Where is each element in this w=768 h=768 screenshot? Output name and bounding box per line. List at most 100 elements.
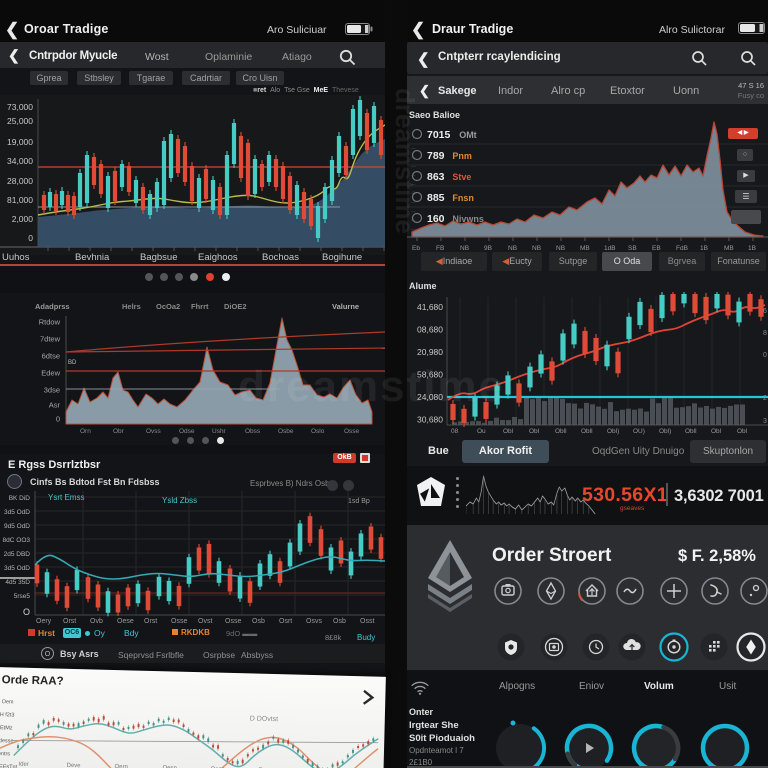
svg-text:Obll: Obll xyxy=(555,428,567,435)
svg-text:Nivwns: Nivwns xyxy=(452,214,484,224)
svg-text:58,680: 58,680 xyxy=(417,370,443,380)
svg-text:—: — xyxy=(411,173,416,178)
svg-text:41,680: 41,680 xyxy=(417,302,443,312)
svg-text:08: 08 xyxy=(451,428,459,435)
svg-text:Ushr: Ushr xyxy=(212,428,227,435)
svg-text:Obr: Obr xyxy=(113,428,125,435)
svg-text:MB: MB xyxy=(580,245,590,252)
svg-text:—: — xyxy=(411,182,416,187)
svg-text:FB: FB xyxy=(436,245,444,252)
svg-text:Orn: Orn xyxy=(80,428,91,435)
svg-text:2: 2 xyxy=(763,395,767,402)
svg-text:—: — xyxy=(411,146,416,151)
svg-text:34,000: 34,000 xyxy=(7,156,33,166)
svg-text:5rse5: 5rse5 xyxy=(14,593,31,600)
svg-text:—: — xyxy=(411,227,416,232)
svg-text:—: — xyxy=(411,209,416,214)
svg-text:—: — xyxy=(411,218,416,223)
svg-text:Ou: Ou xyxy=(477,428,486,435)
svg-text:Adadprss: Adadprss xyxy=(35,302,70,311)
svg-text:885: 885 xyxy=(427,192,445,204)
svg-text:—: — xyxy=(411,191,416,196)
svg-text:O: O xyxy=(23,607,30,617)
svg-text:NB: NB xyxy=(508,245,517,252)
svg-text:9d5 OdD: 9d5 OdD xyxy=(4,523,30,530)
svg-text:Helrs: Helrs xyxy=(122,302,141,311)
svg-text:2d5 DBD: 2d5 DBD xyxy=(4,551,31,558)
svg-text:Obl): Obl) xyxy=(659,428,671,435)
svg-text:20,980: 20,980 xyxy=(417,347,443,357)
svg-text:SB: SB xyxy=(628,245,637,252)
svg-text:EB: EB xyxy=(652,245,661,252)
svg-text:8dC OO3: 8dC OO3 xyxy=(3,537,31,544)
svg-text:Obll: Obll xyxy=(685,428,697,435)
svg-text:3d5 OdD: 3d5 OdD xyxy=(4,565,30,572)
svg-text:—: — xyxy=(411,200,416,205)
svg-text:2,000: 2,000 xyxy=(12,214,34,224)
svg-text:0: 0 xyxy=(763,352,767,359)
svg-text:Obl: Obl xyxy=(529,428,540,435)
svg-text:Eb: Eb xyxy=(412,245,420,252)
svg-text:9B: 9B xyxy=(484,245,492,252)
svg-text:30,680: 30,680 xyxy=(417,415,443,425)
svg-text:Ovss: Ovss xyxy=(146,428,162,435)
svg-text:Osse: Osse xyxy=(344,428,360,435)
svg-text:NB: NB xyxy=(460,245,469,252)
svg-text:FdB: FdB xyxy=(676,245,688,252)
svg-text:NB: NB xyxy=(556,245,565,252)
svg-text:NB: NB xyxy=(532,245,541,252)
svg-text:8: 8 xyxy=(763,330,767,337)
svg-text:Obss: Obss xyxy=(245,428,261,435)
svg-text:3: 3 xyxy=(763,418,767,425)
svg-text:Obl: Obl xyxy=(503,428,514,435)
svg-text:Odse: Odse xyxy=(179,428,195,435)
svg-text:Valurne: Valurne xyxy=(332,302,359,311)
svg-text:DiOE2: DiOE2 xyxy=(224,302,247,311)
svg-text:Ysld Zbss: Ysld Zbss xyxy=(162,496,197,505)
svg-text:Osbe: Osbe xyxy=(278,428,294,435)
svg-text:4d5 35D: 4d5 35D xyxy=(5,579,30,586)
svg-text:Obl): Obl) xyxy=(607,428,619,435)
svg-text:—: — xyxy=(411,155,416,160)
svg-text:Rtdow: Rtdow xyxy=(39,318,61,327)
svg-text:7dtew: 7dtew xyxy=(40,335,61,344)
svg-text:25,000: 25,000 xyxy=(7,116,33,126)
svg-text:Fnsn: Fnsn xyxy=(452,193,474,203)
svg-text:6: 6 xyxy=(763,308,767,315)
svg-text:BK DiD: BK DiD xyxy=(9,495,31,502)
svg-text:863: 863 xyxy=(427,171,445,183)
svg-text:Fhrrt: Fhrrt xyxy=(191,302,209,311)
svg-text:Edew: Edew xyxy=(41,369,60,378)
svg-text:Oslo: Oslo xyxy=(311,428,325,435)
svg-text:BD: BD xyxy=(68,360,77,366)
svg-text:Obl: Obl xyxy=(737,428,748,435)
svg-text:19,000: 19,000 xyxy=(7,137,33,147)
svg-text:7015: 7015 xyxy=(427,129,451,141)
svg-text:24,080: 24,080 xyxy=(417,392,443,402)
svg-text:0: 0 xyxy=(56,415,60,424)
svg-text:28,000: 28,000 xyxy=(7,176,33,186)
svg-text:Ysrt Emss: Ysrt Emss xyxy=(48,493,84,502)
svg-text:Pnm: Pnm xyxy=(452,151,472,161)
svg-text:Asr: Asr xyxy=(49,401,61,410)
svg-text:0: 0 xyxy=(28,233,33,243)
svg-text:OcOa2: OcOa2 xyxy=(156,302,180,311)
svg-text:73,000: 73,000 xyxy=(7,102,33,112)
svg-text:OMt: OMt xyxy=(459,130,477,140)
svg-text:3dse: 3dse xyxy=(44,386,60,395)
svg-text:81,000: 81,000 xyxy=(7,195,33,205)
svg-text:MB: MB xyxy=(724,245,734,252)
svg-text:1B: 1B xyxy=(700,245,708,252)
svg-text:Stve: Stve xyxy=(452,172,471,182)
svg-text:160: 160 xyxy=(427,213,445,225)
svg-text:—: — xyxy=(411,164,416,169)
svg-text:6dtse: 6dtse xyxy=(42,352,60,361)
svg-text:Obl: Obl xyxy=(711,428,722,435)
svg-text:3d5 OdD: 3d5 OdD xyxy=(4,509,30,516)
svg-text:08,680: 08,680 xyxy=(417,325,443,335)
svg-text:Obll: Obll xyxy=(581,428,593,435)
svg-text:OU): OU) xyxy=(633,428,645,435)
svg-text:1dB: 1dB xyxy=(604,245,616,252)
svg-text:789: 789 xyxy=(427,150,445,162)
svg-text:1B: 1B xyxy=(748,245,756,252)
